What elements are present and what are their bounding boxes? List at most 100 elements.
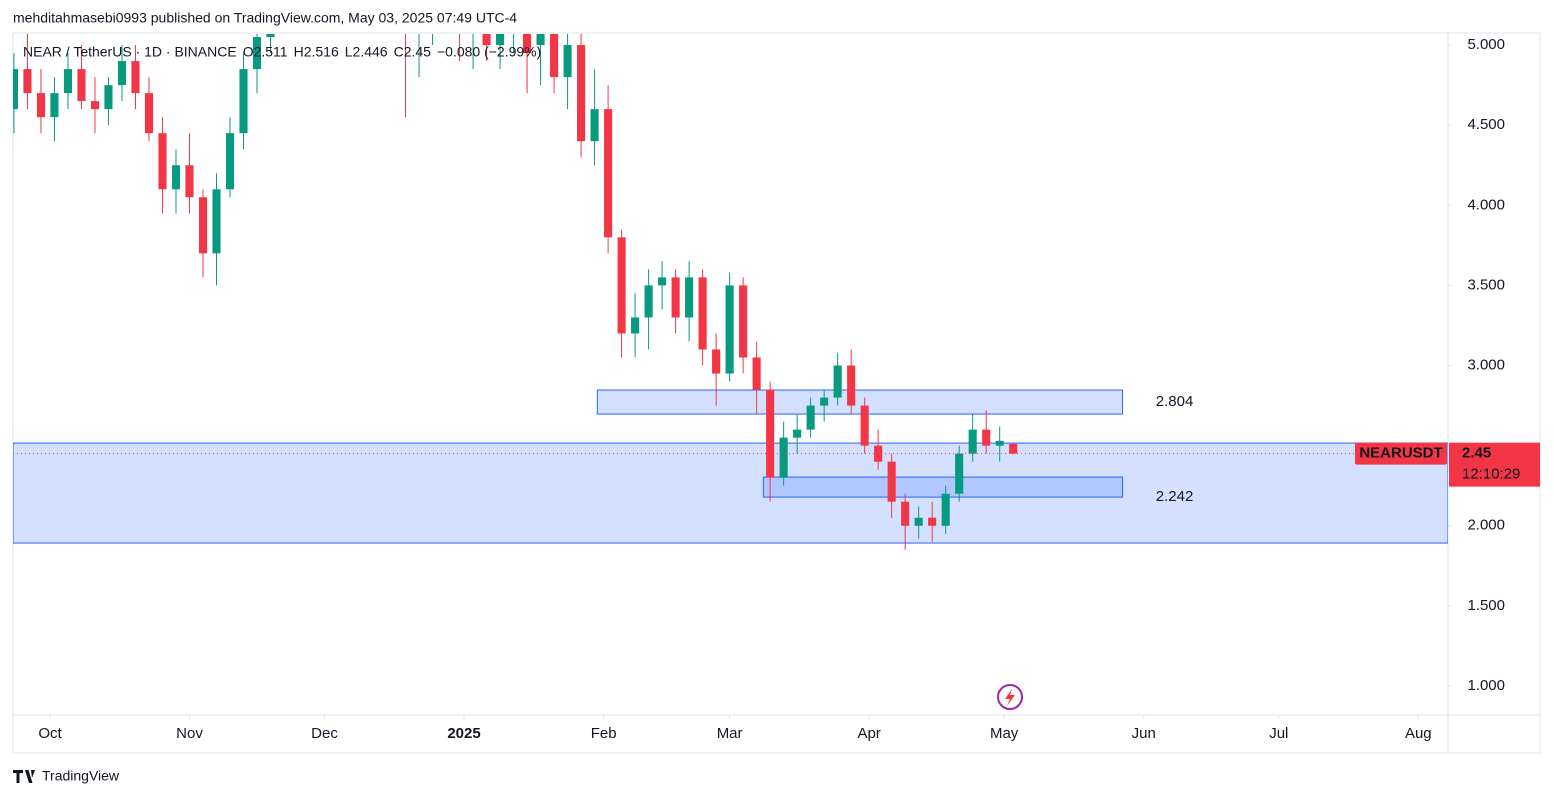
candle-body — [833, 365, 842, 398]
candle-body — [631, 317, 640, 334]
candle-body — [131, 61, 140, 94]
candle-body — [941, 493, 950, 526]
candle-body — [725, 285, 734, 374]
y-tick-label: 1.000 — [1467, 677, 1505, 694]
symbol: NEAR / TetherUS · 1D · BINANCE — [23, 44, 237, 60]
candle-body — [820, 397, 829, 406]
zones — [13, 389, 1448, 544]
y-tick-label: 3.500 — [1467, 276, 1505, 293]
x-tick-label: 2025 — [447, 725, 480, 742]
candle-body — [225, 133, 235, 190]
candle-body — [185, 165, 194, 198]
candle-body — [104, 85, 113, 110]
candle-body — [577, 45, 586, 142]
candle-body — [901, 501, 910, 526]
candle-body — [752, 357, 761, 390]
candle-body — [806, 405, 815, 430]
x-tick-label: Oct — [38, 725, 62, 742]
header: mehditahmasebi0993 published on TradingV… — [13, 10, 517, 26]
candle-body — [212, 189, 221, 254]
candle-body — [13, 69, 18, 110]
x-tick-label: Feb — [591, 725, 617, 742]
candle-body — [793, 429, 802, 438]
y-tick-label: 4.000 — [1467, 196, 1505, 213]
candle-body — [158, 133, 167, 190]
candle-body — [982, 429, 991, 446]
candle-body — [766, 389, 775, 478]
candle-body — [671, 277, 680, 318]
x-tick-label: Aug — [1405, 725, 1432, 742]
countdown-label: 12:10:29 — [1462, 466, 1520, 483]
brand: TradingView — [13, 768, 120, 784]
last-price-label: 2.45 — [1462, 445, 1491, 462]
zone — [596, 389, 1124, 415]
candle-body — [266, 34, 275, 38]
zone-label: 2.242 — [1156, 488, 1194, 505]
y-tick-label: 5.000 — [1467, 36, 1505, 53]
candle-body — [644, 285, 653, 318]
candle-body — [698, 277, 707, 350]
x-tick-label: Jul — [1269, 725, 1288, 742]
x-tick-label: May — [990, 725, 1019, 742]
candle-body — [563, 45, 572, 78]
x-tick-label: Dec — [311, 725, 338, 742]
candle-body — [779, 437, 788, 478]
candle-body — [604, 109, 613, 238]
ticker-label: NEARUSDT — [1359, 445, 1442, 462]
x-tick-label: Mar — [717, 725, 743, 742]
candle-body — [995, 440, 1004, 446]
legend-key: O — [243, 44, 254, 60]
candle-body — [1009, 443, 1018, 454]
ticker-badge — [1355, 442, 1447, 465]
legend-key: L — [345, 44, 353, 60]
candle-body — [482, 34, 491, 46]
x-tick-label: Apr — [857, 725, 880, 742]
brand-name: TradingView — [42, 768, 120, 784]
candle-body — [739, 285, 748, 358]
candle-body — [590, 109, 599, 142]
candle-body — [171, 165, 181, 190]
legend-value: 2.511 — [254, 44, 288, 60]
candle-body — [536, 34, 545, 46]
legend-value: 2.516 — [304, 44, 339, 60]
candle-body — [36, 93, 46, 118]
legend-value: 2.446 — [353, 44, 388, 60]
y-tick-label: 4.500 — [1467, 116, 1505, 133]
candle-body — [914, 517, 923, 526]
candle-body — [23, 69, 32, 94]
legend-change: −0.080 (−2.99%) — [437, 44, 541, 60]
candle-body — [847, 365, 856, 406]
x-tick-label: Jun — [1132, 725, 1156, 742]
candle-body — [860, 405, 869, 446]
candle-body — [50, 93, 59, 118]
candle-body — [550, 34, 559, 78]
candle-body — [874, 445, 883, 462]
zone-label: 2.804 — [1156, 393, 1194, 410]
candle-body — [928, 517, 937, 526]
legend-key: H — [294, 44, 304, 60]
candle-body — [252, 37, 262, 70]
zone — [13, 442, 1448, 544]
y-tick-label: 2.000 — [1467, 517, 1505, 534]
axes: 1.000 1.500 2.000 3.000 3.500 4.000 4.500 5.000… — [38, 36, 1505, 742]
candle-body — [496, 34, 505, 46]
x-tick-label: Nov — [176, 725, 203, 742]
candle-body — [77, 69, 86, 102]
legend-value: 2.45 — [404, 44, 431, 60]
frame — [12, 32, 1541, 754]
candle-body — [617, 237, 626, 334]
candle-body — [955, 453, 964, 494]
candle-body — [117, 61, 127, 86]
candle-body — [144, 93, 154, 134]
y-tick-label: 3.000 — [1467, 356, 1505, 373]
legend-key: C — [394, 44, 404, 60]
candle-body — [523, 34, 532, 54]
candles — [13, 34, 1018, 550]
candle-body — [685, 277, 694, 318]
price-badge — [1449, 442, 1540, 487]
candle-body — [198, 197, 208, 254]
y-tick-label: 1.500 — [1467, 597, 1505, 614]
candle-body — [658, 277, 667, 286]
